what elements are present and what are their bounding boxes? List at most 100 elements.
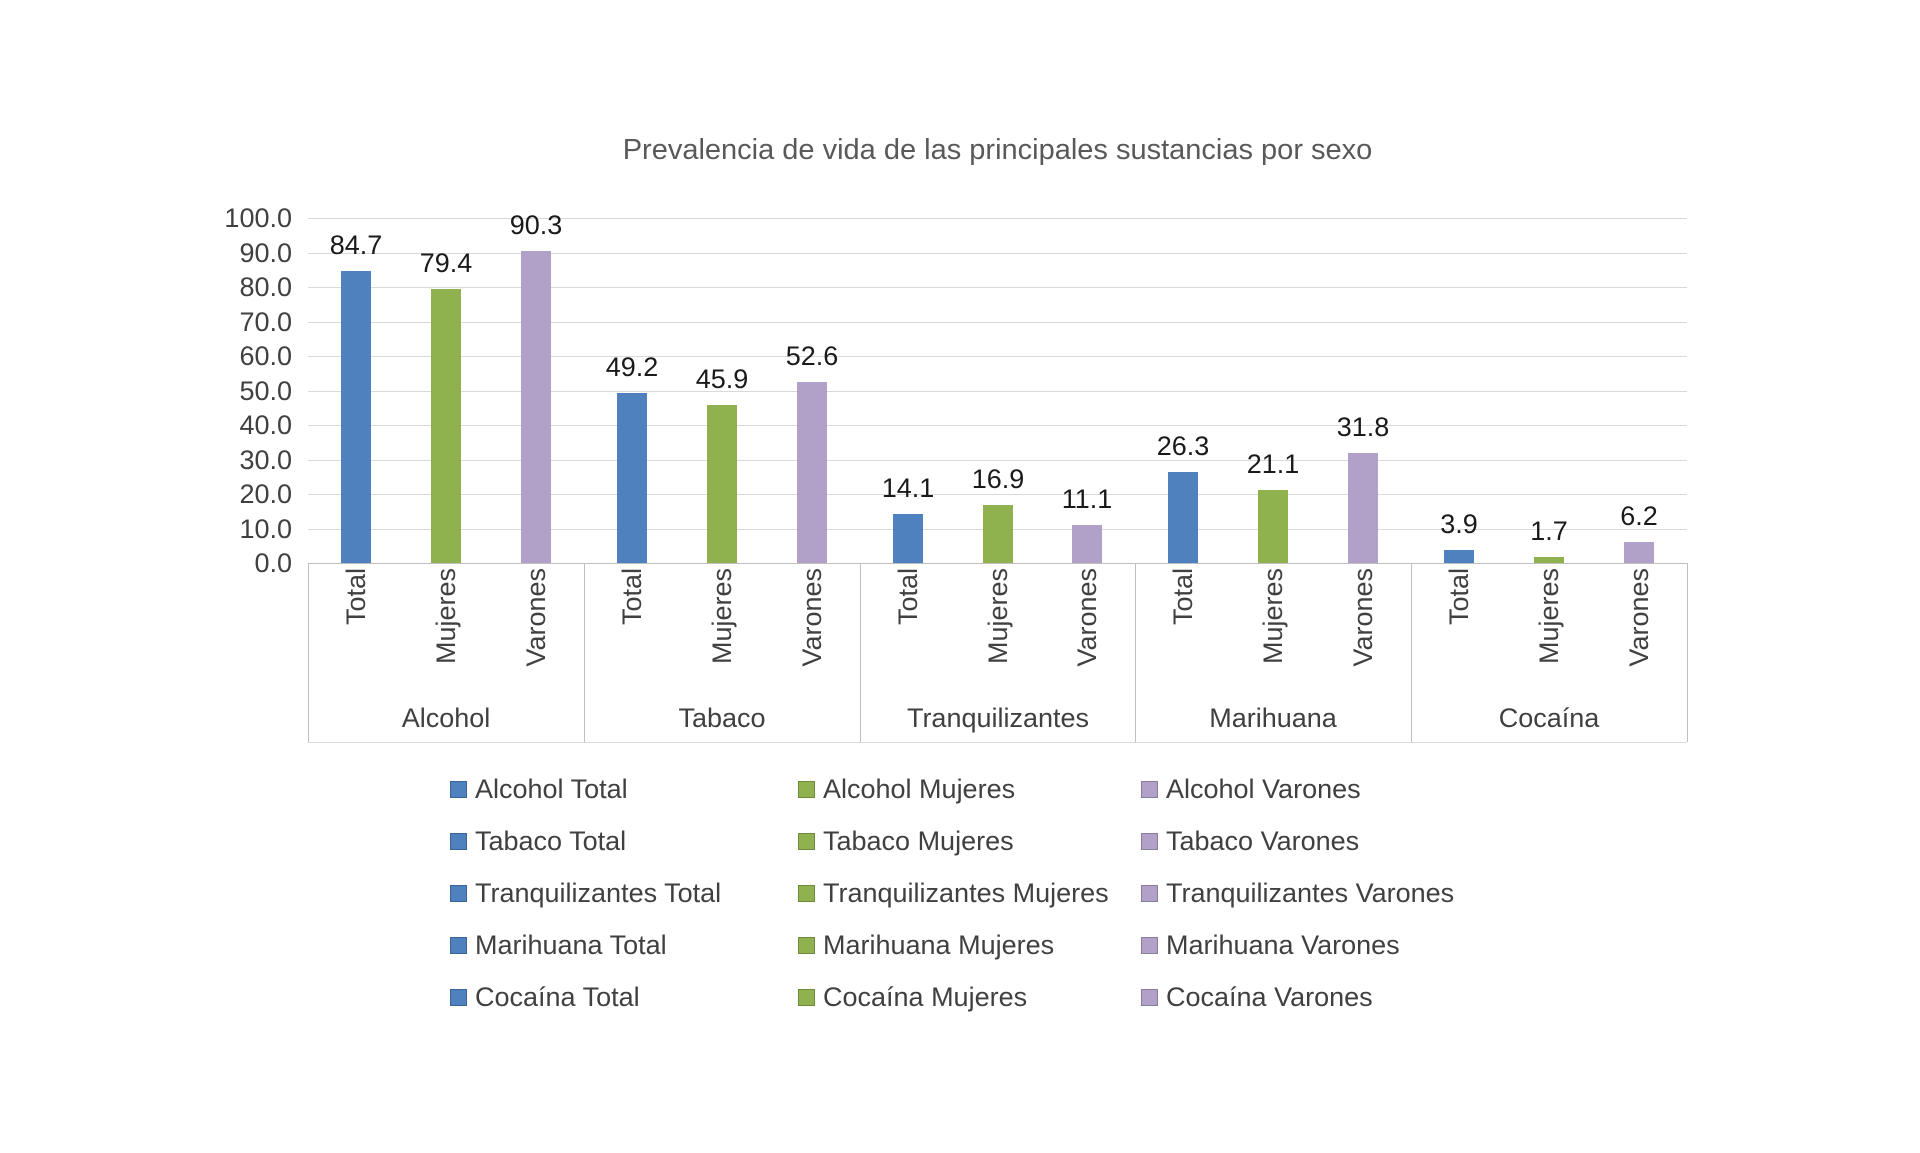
bar [341,271,371,563]
bar [1348,453,1378,563]
x-axis-bar-label: Mujeres [431,568,461,665]
x-axis-bar-label: Varones [1072,568,1102,667]
legend-marker [1141,780,1158,798]
group-divider [860,563,861,742]
legend-label: Marihuana Varones [1166,929,1400,960]
x-axis-group-label: Alcohol [401,703,491,733]
legend-label: Tabaco Total [475,825,627,856]
gridline [308,356,1687,357]
bar [431,289,461,563]
legend-marker [450,884,467,902]
bar [617,393,647,563]
legend-label: Alcohol Mujeres [823,773,1016,804]
legend-item: Tranquilizantes Varones [1141,876,1454,910]
legend-item: Tabaco Total [450,824,626,858]
y-axis-tick-label: 90.0 [239,237,292,268]
legend-marker [450,936,467,954]
y-axis-tick-label: 30.0 [239,444,292,475]
x-axis-bar-label: Total [1168,568,1198,626]
bar-value-label: 90.3 [509,210,563,240]
y-axis-tick-label: 100.0 [224,203,292,233]
legend-label: Cocaína Varones [1166,981,1373,1012]
bar-value-label: 1.7 [1530,516,1568,546]
group-divider [308,563,309,742]
bar-value-label: 45.9 [695,364,749,394]
legend-marker [1141,832,1158,850]
legend-marker [450,832,467,850]
y-axis-tick-label: 0.0 [254,548,292,578]
x-axis-bar-label: Total [1444,568,1474,626]
legend-marker [798,780,815,798]
legend-marker [450,988,467,1006]
bar [1624,542,1654,563]
y-axis-tick-label: 50.0 [239,375,292,406]
legend-item: Tabaco Varones [1141,824,1359,858]
bar-value-label: 3.9 [1440,509,1478,539]
y-axis-tick-label: 10.0 [239,513,292,544]
bar [797,382,827,563]
legend-item: Marihuana Varones [1141,928,1400,962]
bar [1534,557,1564,563]
gridline [308,390,1687,392]
legend-marker [798,884,815,902]
x-axis-bar-label: Varones [1348,568,1378,667]
y-axis-tick-label: 80.0 [239,272,292,302]
legend-label: Tranquilizantes Mujeres [823,877,1109,908]
x-axis-bar-label: Varones [521,568,551,667]
bar [1258,490,1288,563]
group-divider [1135,563,1136,742]
legend-marker [798,988,815,1006]
x-axis-group-label: Tabaco [678,703,766,733]
bar [1072,525,1102,563]
axis-area-bottom-border [308,742,1687,743]
bar-value-label: 14.1 [881,473,935,503]
bar-value-label: 6.2 [1620,501,1658,531]
legend-label: Tranquilizantes Varones [1166,877,1455,908]
bar-value-label: 11.1 [1061,484,1113,514]
y-axis-tick-label: 70.0 [239,306,292,337]
legend-label: Cocaína Total [475,981,640,1012]
bar [893,514,923,563]
legend-item: Alcohol Total [450,772,628,806]
legend-item: Cocaína Total [450,980,640,1014]
legend-label: Alcohol Varones [1166,773,1361,804]
y-axis-tick-label: 40.0 [239,410,292,440]
chart-title: Prevalencia de vida de las principales s… [622,134,1373,166]
gridline [308,287,1687,288]
x-axis-group-label: Tranquilizantes [906,703,1090,733]
legend-marker [1141,988,1158,1006]
gridline [308,252,1687,254]
legend-label: Cocaína Mujeres [823,981,1028,1012]
legend-marker [798,936,815,954]
legend-marker [1141,936,1158,954]
x-axis-bar-label: Mujeres [1258,568,1288,665]
x-axis-bar-label: Total [893,568,923,626]
group-divider [1411,563,1412,742]
legend-item: Marihuana Total [450,928,667,962]
bar [1444,550,1474,563]
legend-marker [1141,884,1158,902]
gridline [308,494,1687,495]
x-axis-bar-label: Mujeres [1534,568,1564,665]
legend-item: Tabaco Mujeres [798,824,1014,858]
x-axis-bar-label: Mujeres [983,568,1013,665]
gridline [308,459,1687,461]
legend-item: Tranquilizantes Total [450,876,721,910]
legend-item: Cocaína Mujeres [798,980,1027,1014]
legend-label: Marihuana Total [475,929,667,960]
legend-item: Alcohol Mujeres [798,772,1015,806]
x-axis-group-label: Cocaína [1498,703,1600,733]
gridline [308,321,1687,323]
bar-value-label: 52.6 [785,341,839,371]
group-divider [1687,563,1688,742]
legend-item: Tranquilizantes Mujeres [798,876,1109,910]
bar-value-label: 21.1 [1246,449,1300,479]
legend-marker [798,832,815,850]
bar-value-label: 16.9 [971,464,1025,494]
y-axis-tick-label: 60.0 [239,341,292,371]
legend-label: Marihuana Mujeres [823,929,1055,960]
x-axis-group-label: Marihuana [1209,703,1337,733]
legend-item: Alcohol Varones [1141,772,1361,806]
x-axis-bar-label: Varones [797,568,827,667]
legend-label: Alcohol Total [475,773,628,804]
